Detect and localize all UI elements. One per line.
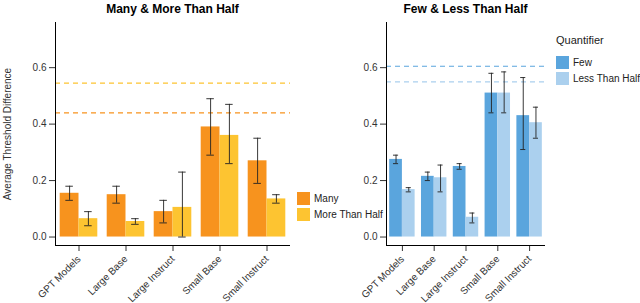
html-text:Few: Few <box>573 56 592 68</box>
svg-text:Small Base: Small Base <box>180 253 224 297</box>
svg-text:0.2: 0.2 <box>364 175 378 186</box>
svg-text:Large Base: Large Base <box>86 253 130 297</box>
svg-text:GPT Models: GPT Models <box>359 253 407 301</box>
html-text:Many: Many <box>314 192 339 204</box>
svg-text:0.4: 0.4 <box>364 118 378 129</box>
html-text:Quantifier: Quantifier <box>556 34 604 46</box>
svg-text:Large Instruct: Large Instruct <box>126 253 177 303</box>
html-text:Many & More Than Half: Many & More Than Half <box>106 2 239 16</box>
svg-text:0.0: 0.0 <box>364 231 378 242</box>
svg-text:Average Threshold Difference: Average Threshold Difference <box>2 67 13 200</box>
html-text:Few & Less Than Half: Few & Less Than Half <box>403 2 528 16</box>
svg-text:Large Instruct: Large Instruct <box>419 253 470 303</box>
svg-text:Large Base: Large Base <box>393 253 438 298</box>
svg-text:0.2: 0.2 <box>33 175 47 186</box>
svg-text:Small Instruct: Small Instruct <box>483 253 534 303</box>
svg-text:0.0: 0.0 <box>33 231 47 242</box>
svg-text:0.4: 0.4 <box>33 118 47 129</box>
svg-text:GPT Models: GPT Models <box>36 253 83 300</box>
svg-text:Small Instruct: Small Instruct <box>220 253 271 303</box>
svg-text:0.6: 0.6 <box>33 62 47 73</box>
html-text:Less Than Half: Less Than Half <box>573 72 640 84</box>
svg-text:0.6: 0.6 <box>364 62 378 73</box>
html-text:More Than Half: More Than Half <box>314 208 383 220</box>
svg-text:Small Base: Small Base <box>457 253 502 297</box>
